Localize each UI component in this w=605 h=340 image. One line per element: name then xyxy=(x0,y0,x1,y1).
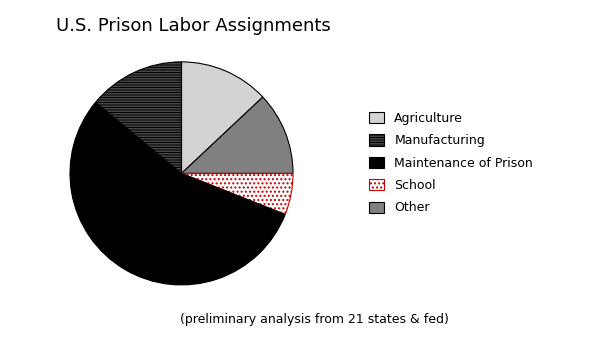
Text: U.S. Prison Labor Assignments: U.S. Prison Labor Assignments xyxy=(56,17,331,35)
Wedge shape xyxy=(70,102,285,285)
Wedge shape xyxy=(182,97,293,173)
Wedge shape xyxy=(182,62,263,173)
Wedge shape xyxy=(182,173,293,215)
Wedge shape xyxy=(96,62,182,173)
Legend: Agriculture, Manufacturing, Maintenance of Prison, School, Other: Agriculture, Manufacturing, Maintenance … xyxy=(369,112,533,215)
Text: (preliminary analysis from 21 states & fed): (preliminary analysis from 21 states & f… xyxy=(180,313,449,326)
